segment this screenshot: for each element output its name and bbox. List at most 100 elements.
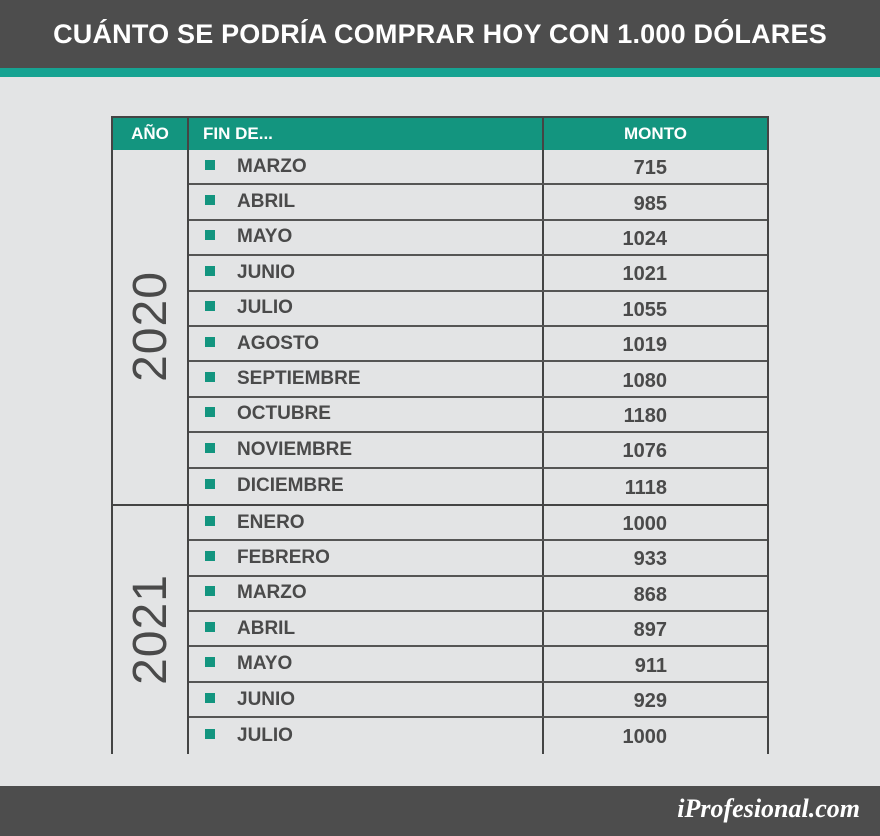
monto-value: 1118 <box>624 476 667 499</box>
monto-value: 1024 <box>622 227 668 250</box>
month-label: DICIEMBRE <box>237 475 344 497</box>
accent-bar <box>0 68 880 77</box>
month-cell: OCTUBRE <box>189 397 544 432</box>
monto-value: 911 <box>634 654 667 677</box>
square-bullet-icon <box>205 479 215 490</box>
month-label: MAYO <box>237 226 293 248</box>
year-label: 2021 <box>123 574 177 686</box>
square-bullet-icon <box>205 442 215 453</box>
square-bullet-icon <box>205 550 215 561</box>
table-row: OCTUBRE 1180 <box>189 397 767 434</box>
month-cell: JULIO <box>189 291 544 325</box>
table-row: JUNIO 929 <box>189 682 767 719</box>
month-cell: ABRIL <box>189 612 544 646</box>
month-cell: FEBRERO <box>189 541 544 575</box>
year-label: 2020 <box>123 271 177 383</box>
header-fin-de: FIN DE... <box>189 118 544 150</box>
month-cell: JUNIO <box>189 256 544 290</box>
month-cell: MAYO <box>189 647 544 681</box>
monto-value: 1055 <box>622 298 668 321</box>
square-bullet-icon <box>205 336 215 347</box>
monto-value: 985 <box>633 192 667 215</box>
square-bullet-icon <box>205 265 215 276</box>
table-row: ABRIL 985 <box>189 185 767 221</box>
table-row: AGOSTO 1019 <box>189 326 767 363</box>
table-row: MARZO 715 <box>189 150 767 186</box>
month-label: JUNIO <box>237 261 296 283</box>
table-row: ENERO 1000 <box>189 505 767 542</box>
month-label: OCTUBRE <box>237 403 331 425</box>
header-year: AÑO <box>113 118 189 150</box>
footer-bar: iProfesional.com <box>0 786 880 836</box>
month-label: SEPTIEMBRE <box>237 368 361 390</box>
monto-value: 1021 <box>622 263 668 286</box>
monto-value: 868 <box>633 583 667 606</box>
month-label: MARZO <box>237 582 307 604</box>
table-row: JULIO 1055 <box>189 291 767 327</box>
table-row: MARZO 868 <box>189 576 767 613</box>
month-label: MARZO <box>237 155 307 177</box>
month-label: FEBRERO <box>237 546 330 568</box>
monto-value: 1180 <box>623 404 667 427</box>
square-bullet-icon <box>205 586 215 597</box>
monto-value: 1000 <box>622 726 668 749</box>
header-bar: CUÁNTO SE PODRÍA COMPRAR HOY CON 1.000 D… <box>0 0 880 68</box>
square-bullet-icon <box>205 692 215 703</box>
month-label: ENERO <box>237 511 305 533</box>
monto-value: 1076 <box>622 440 668 463</box>
table-body: 2020 MARZO 715 ABRIL 985 MAYO 1024 JUNIO 1021 JUL… <box>111 150 769 754</box>
monto-value: 933 <box>633 548 667 571</box>
month-cell: DICIEMBRE <box>189 468 544 504</box>
month-label: JULIO <box>237 297 293 319</box>
header-monto: MONTO <box>624 124 687 143</box>
month-cell: JULIO <box>189 718 544 754</box>
year-group: 2020 MARZO 715 ABRIL 985 MAYO 1024 JUNIO 1021 JUL… <box>111 150 769 504</box>
month-cell: ENERO <box>189 505 544 540</box>
square-bullet-icon <box>205 159 215 170</box>
table-row: SEPTIEMBRE 1080 <box>189 362 767 398</box>
square-bullet-icon <box>205 372 215 383</box>
table-row: JUNIO 1021 <box>189 256 767 292</box>
month-cell: ABRIL <box>189 185 544 219</box>
monto-value: 1019 <box>622 334 668 357</box>
table-row: ABRIL 897 <box>189 612 767 648</box>
square-bullet-icon <box>205 728 215 739</box>
page-title: CUÁNTO SE PODRÍA COMPRAR HOY CON 1.000 D… <box>53 18 827 49</box>
monto-value: 897 <box>633 619 667 642</box>
month-label: ABRIL <box>237 617 296 639</box>
row-list: MARZO 715 ABRIL 985 MAYO 1024 JUNIO 1021 JULIO 10… <box>189 150 767 504</box>
table-row: MAYO 1024 <box>189 220 767 257</box>
year-cell: 2021 <box>113 505 189 754</box>
square-bullet-icon <box>205 407 215 418</box>
table-row: FEBRERO 933 <box>189 541 767 577</box>
monto-value: 1080 <box>622 369 668 392</box>
square-bullet-icon <box>205 230 215 241</box>
month-label: ABRIL <box>237 191 296 213</box>
monto-value: 929 <box>633 690 667 713</box>
month-label: JULIO <box>237 724 293 746</box>
month-cell: AGOSTO <box>189 326 544 361</box>
table-row: NOVIEMBRE 1076 <box>189 433 767 469</box>
monto-value: 715 <box>633 157 667 180</box>
month-cell: NOVIEMBRE <box>189 433 544 467</box>
month-cell: MARZO <box>189 576 544 611</box>
square-bullet-icon <box>205 621 215 632</box>
square-bullet-icon <box>205 515 215 526</box>
square-bullet-icon <box>205 195 215 206</box>
data-table: AÑO FIN DE... MONTO 2020 MARZO 715 ABRIL 985… <box>111 116 769 754</box>
year-cell: 2020 <box>113 150 189 504</box>
month-label: NOVIEMBRE <box>237 438 353 460</box>
month-cell: MAYO <box>189 220 544 255</box>
brand-logo: iProfesional.com <box>677 794 860 823</box>
month-cell: JUNIO <box>189 682 544 717</box>
month-label: AGOSTO <box>237 332 319 354</box>
square-bullet-icon <box>205 301 215 312</box>
month-label: MAYO <box>237 653 293 675</box>
month-cell: SEPTIEMBRE <box>189 362 544 396</box>
year-group: 2021 ENERO 1000 FEBRERO 933 MARZO 868 ABRIL 897 M… <box>111 503 769 754</box>
table-row: DICIEMBRE 1118 <box>189 468 767 504</box>
month-cell: MARZO <box>189 150 544 184</box>
table-row: MAYO 911 <box>189 647 767 683</box>
row-list: ENERO 1000 FEBRERO 933 MARZO 868 ABRIL 897 MAYO 9… <box>189 505 767 754</box>
monto-value: 1000 <box>622 513 668 536</box>
